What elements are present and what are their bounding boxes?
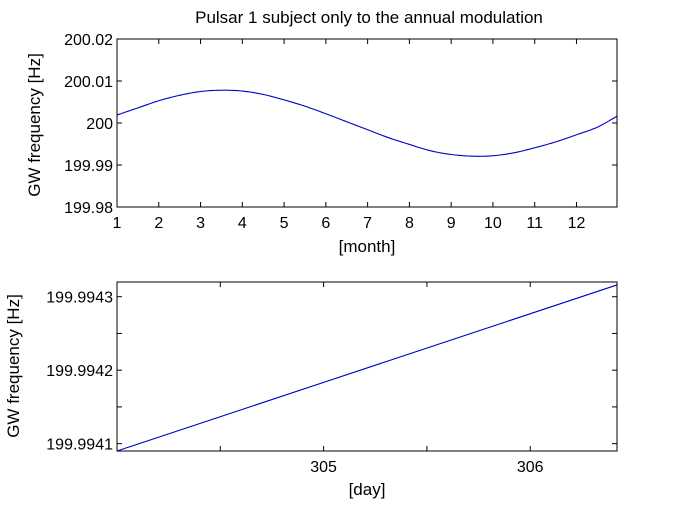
chart-title: Pulsar 1 subject only to the annual modu… [195, 8, 543, 27]
top-plot-x-axis: 1 2 3 4 5 6 7 8 9 10 11 12 [113, 39, 586, 232]
bottom-plot-y-tick-label: 199.9941 [46, 437, 113, 454]
bottom-plot-y-tick-label: 199.9942 [46, 363, 113, 380]
top-plot-y-label: GW frequency [Hz] [25, 53, 44, 197]
top-plot-x-tick-label: 11 [526, 215, 543, 232]
bottom-plot-x-axis: 305 306 [219, 282, 544, 476]
bottom-plot-x-tick-label: 306 [517, 459, 544, 476]
bottom-plot-x-label: [day] [349, 480, 386, 499]
bottom-plot: 305 306 199.9941 199.9942 199.9943 [day] GW… [4, 281, 618, 499]
bottom-plot-frame [116, 281, 618, 452]
top-plot-y-tick-label: 200 [86, 116, 113, 133]
top-plot-y-axis: 199.98 199.99 200 200.01 200.02 [64, 32, 617, 217]
bottom-plot-y-label: GW frequency [Hz] [4, 294, 23, 438]
top-plot-x-tick-label: 8 [405, 215, 414, 232]
top-plot-x-tick-label: 2 [154, 215, 163, 232]
top-plot-frame [116, 38, 618, 208]
bottom-plot-x-tick-label: 305 [310, 459, 337, 476]
top-plot-series-line [116, 89, 618, 157]
top-plot-y-tick-label: 199.98 [64, 200, 113, 217]
top-plot-x-tick-label: 4 [238, 215, 247, 232]
top-plot-y-tick-label: 200.02 [64, 32, 113, 49]
top-plot-x-tick-label: 5 [280, 215, 289, 232]
top-plot-series [116, 89, 618, 157]
top-plot-x-tick-label: 1 [113, 215, 122, 232]
bottom-plot-series [116, 284, 618, 452]
top-plot-x-label: [month] [339, 237, 396, 256]
top-plot-y-tick-label: 199.99 [64, 158, 113, 175]
top-plot-x-tick-label: 3 [196, 215, 205, 232]
top-plot-x-tick-label: 7 [363, 215, 372, 232]
bottom-plot-y-tick-label: 199.9943 [46, 290, 113, 307]
bottom-plot-y-axis: 199.9941 199.9942 199.9943 [46, 290, 617, 454]
top-plot-x-tick-label: 9 [447, 215, 456, 232]
top-plot-x-tick-label: 6 [321, 215, 330, 232]
top-plot: 1 2 3 4 5 6 7 8 9 10 11 12 199.98199.99200200.01200… [25, 32, 618, 256]
top-plot-x-tick-label: 12 [568, 215, 586, 232]
top-plot-y-tick-label: 200.01 [64, 74, 113, 91]
top-plot-x-tick-label: 10 [484, 215, 502, 232]
bottom-plot-series-line [116, 284, 618, 452]
